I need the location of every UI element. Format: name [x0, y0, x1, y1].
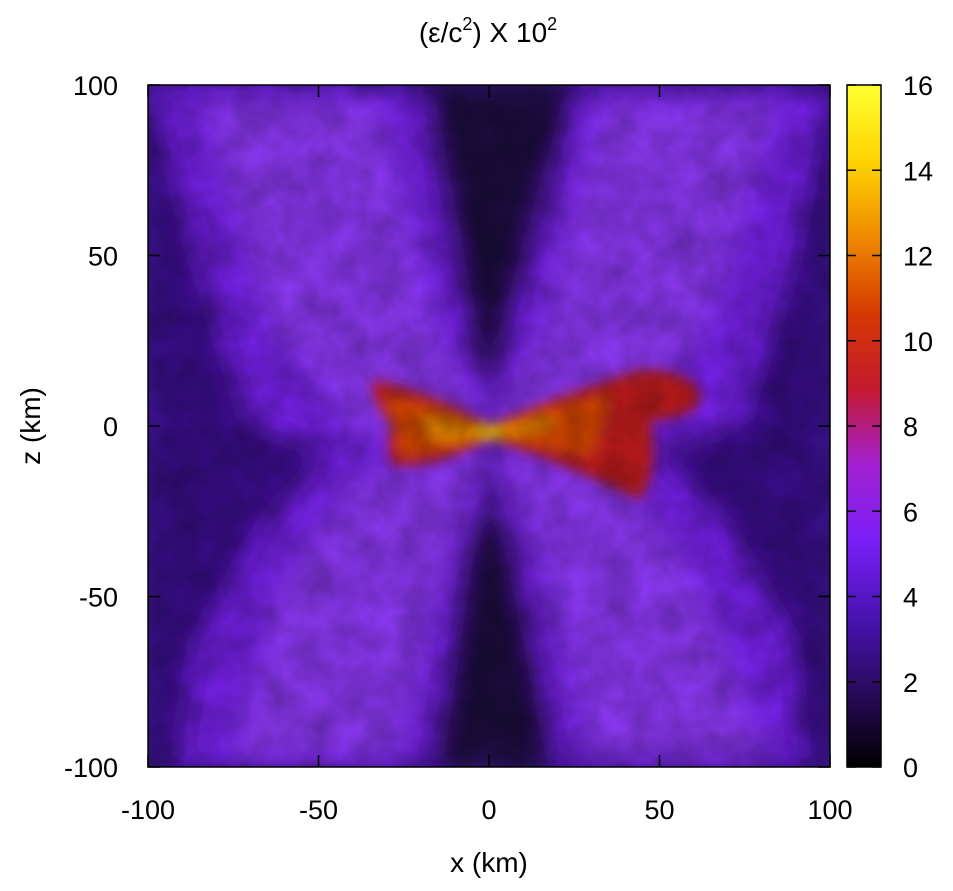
- title-superscript-2: 2: [547, 14, 557, 34]
- colorbar-tick-label: 2: [903, 668, 918, 698]
- x-tick-label: 100: [807, 795, 852, 825]
- y-axis-ticks: -100 -50 0 50 100: [64, 71, 830, 783]
- y-axis-label: z (km): [15, 387, 46, 465]
- y-tick-label: -100: [64, 753, 118, 783]
- x-axis-ticks: -100 -50 0 50 100: [121, 85, 853, 825]
- x-tick-label: 0: [481, 795, 496, 825]
- title-middle: ) X 10: [472, 17, 547, 48]
- x-tick-label: -100: [121, 795, 175, 825]
- y-tick-label: 50: [88, 242, 118, 272]
- chart-title: (ε/c2) X 102: [419, 14, 557, 48]
- y-tick-label: 0: [103, 412, 118, 442]
- title-superscript-1: 2: [462, 14, 472, 34]
- colorbar-tick-label: 4: [903, 583, 918, 613]
- heatmap-texture: [148, 85, 830, 767]
- heatmap-field: [148, 85, 830, 767]
- x-axis-label: x (km): [450, 847, 528, 878]
- colorbar-tick-label: 12: [903, 242, 933, 272]
- colorbar-tick-label: 14: [903, 156, 933, 186]
- x-tick-label: -50: [299, 795, 338, 825]
- colorbar-tick-label: 8: [903, 412, 918, 442]
- y-tick-label: 100: [73, 71, 118, 101]
- x-tick-label: 50: [644, 795, 674, 825]
- colorbar-ticks: 0 2 4 6 8 10 12 14 16: [847, 71, 933, 783]
- colorbar-tick-label: 6: [903, 497, 918, 527]
- colorbar-tick-label: 16: [903, 71, 933, 101]
- y-tick-label: -50: [79, 583, 118, 613]
- colorbar-tick-label: 10: [903, 327, 933, 357]
- colorbar-tick-label: 0: [903, 753, 918, 783]
- title-prefix: (ε/c: [419, 17, 463, 48]
